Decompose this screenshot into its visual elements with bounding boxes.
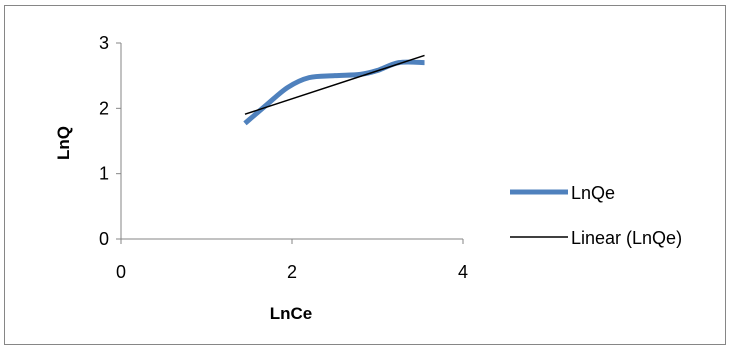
- x-tick-label: 0: [116, 262, 126, 282]
- legend-label-lnqe: LnQe: [571, 183, 615, 203]
- y-tick-label: 2: [99, 98, 109, 118]
- chart-area: 0 1 2 3 0 2 4 LnCe LnQ LnQe Linear (LnQe): [4, 5, 726, 345]
- y-tick-label: 1: [99, 164, 109, 184]
- y-axis-title: LnQ: [54, 126, 73, 160]
- y-tick-label: 0: [99, 229, 109, 249]
- x-tick-label: 4: [458, 262, 468, 282]
- trendline-linear: [244, 54, 425, 115]
- line-chart: 0 1 2 3 0 2 4 LnCe LnQ LnQe Linear (LnQe): [54, 33, 682, 323]
- legend: LnQe Linear (LnQe): [510, 183, 682, 248]
- series-line-lnqe: [243, 59, 425, 126]
- x-axis-title: LnCe: [270, 304, 313, 323]
- y-tick-label: 3: [99, 33, 109, 53]
- legend-label-linear: Linear (LnQe): [571, 228, 682, 248]
- x-tick-label: 2: [287, 262, 297, 282]
